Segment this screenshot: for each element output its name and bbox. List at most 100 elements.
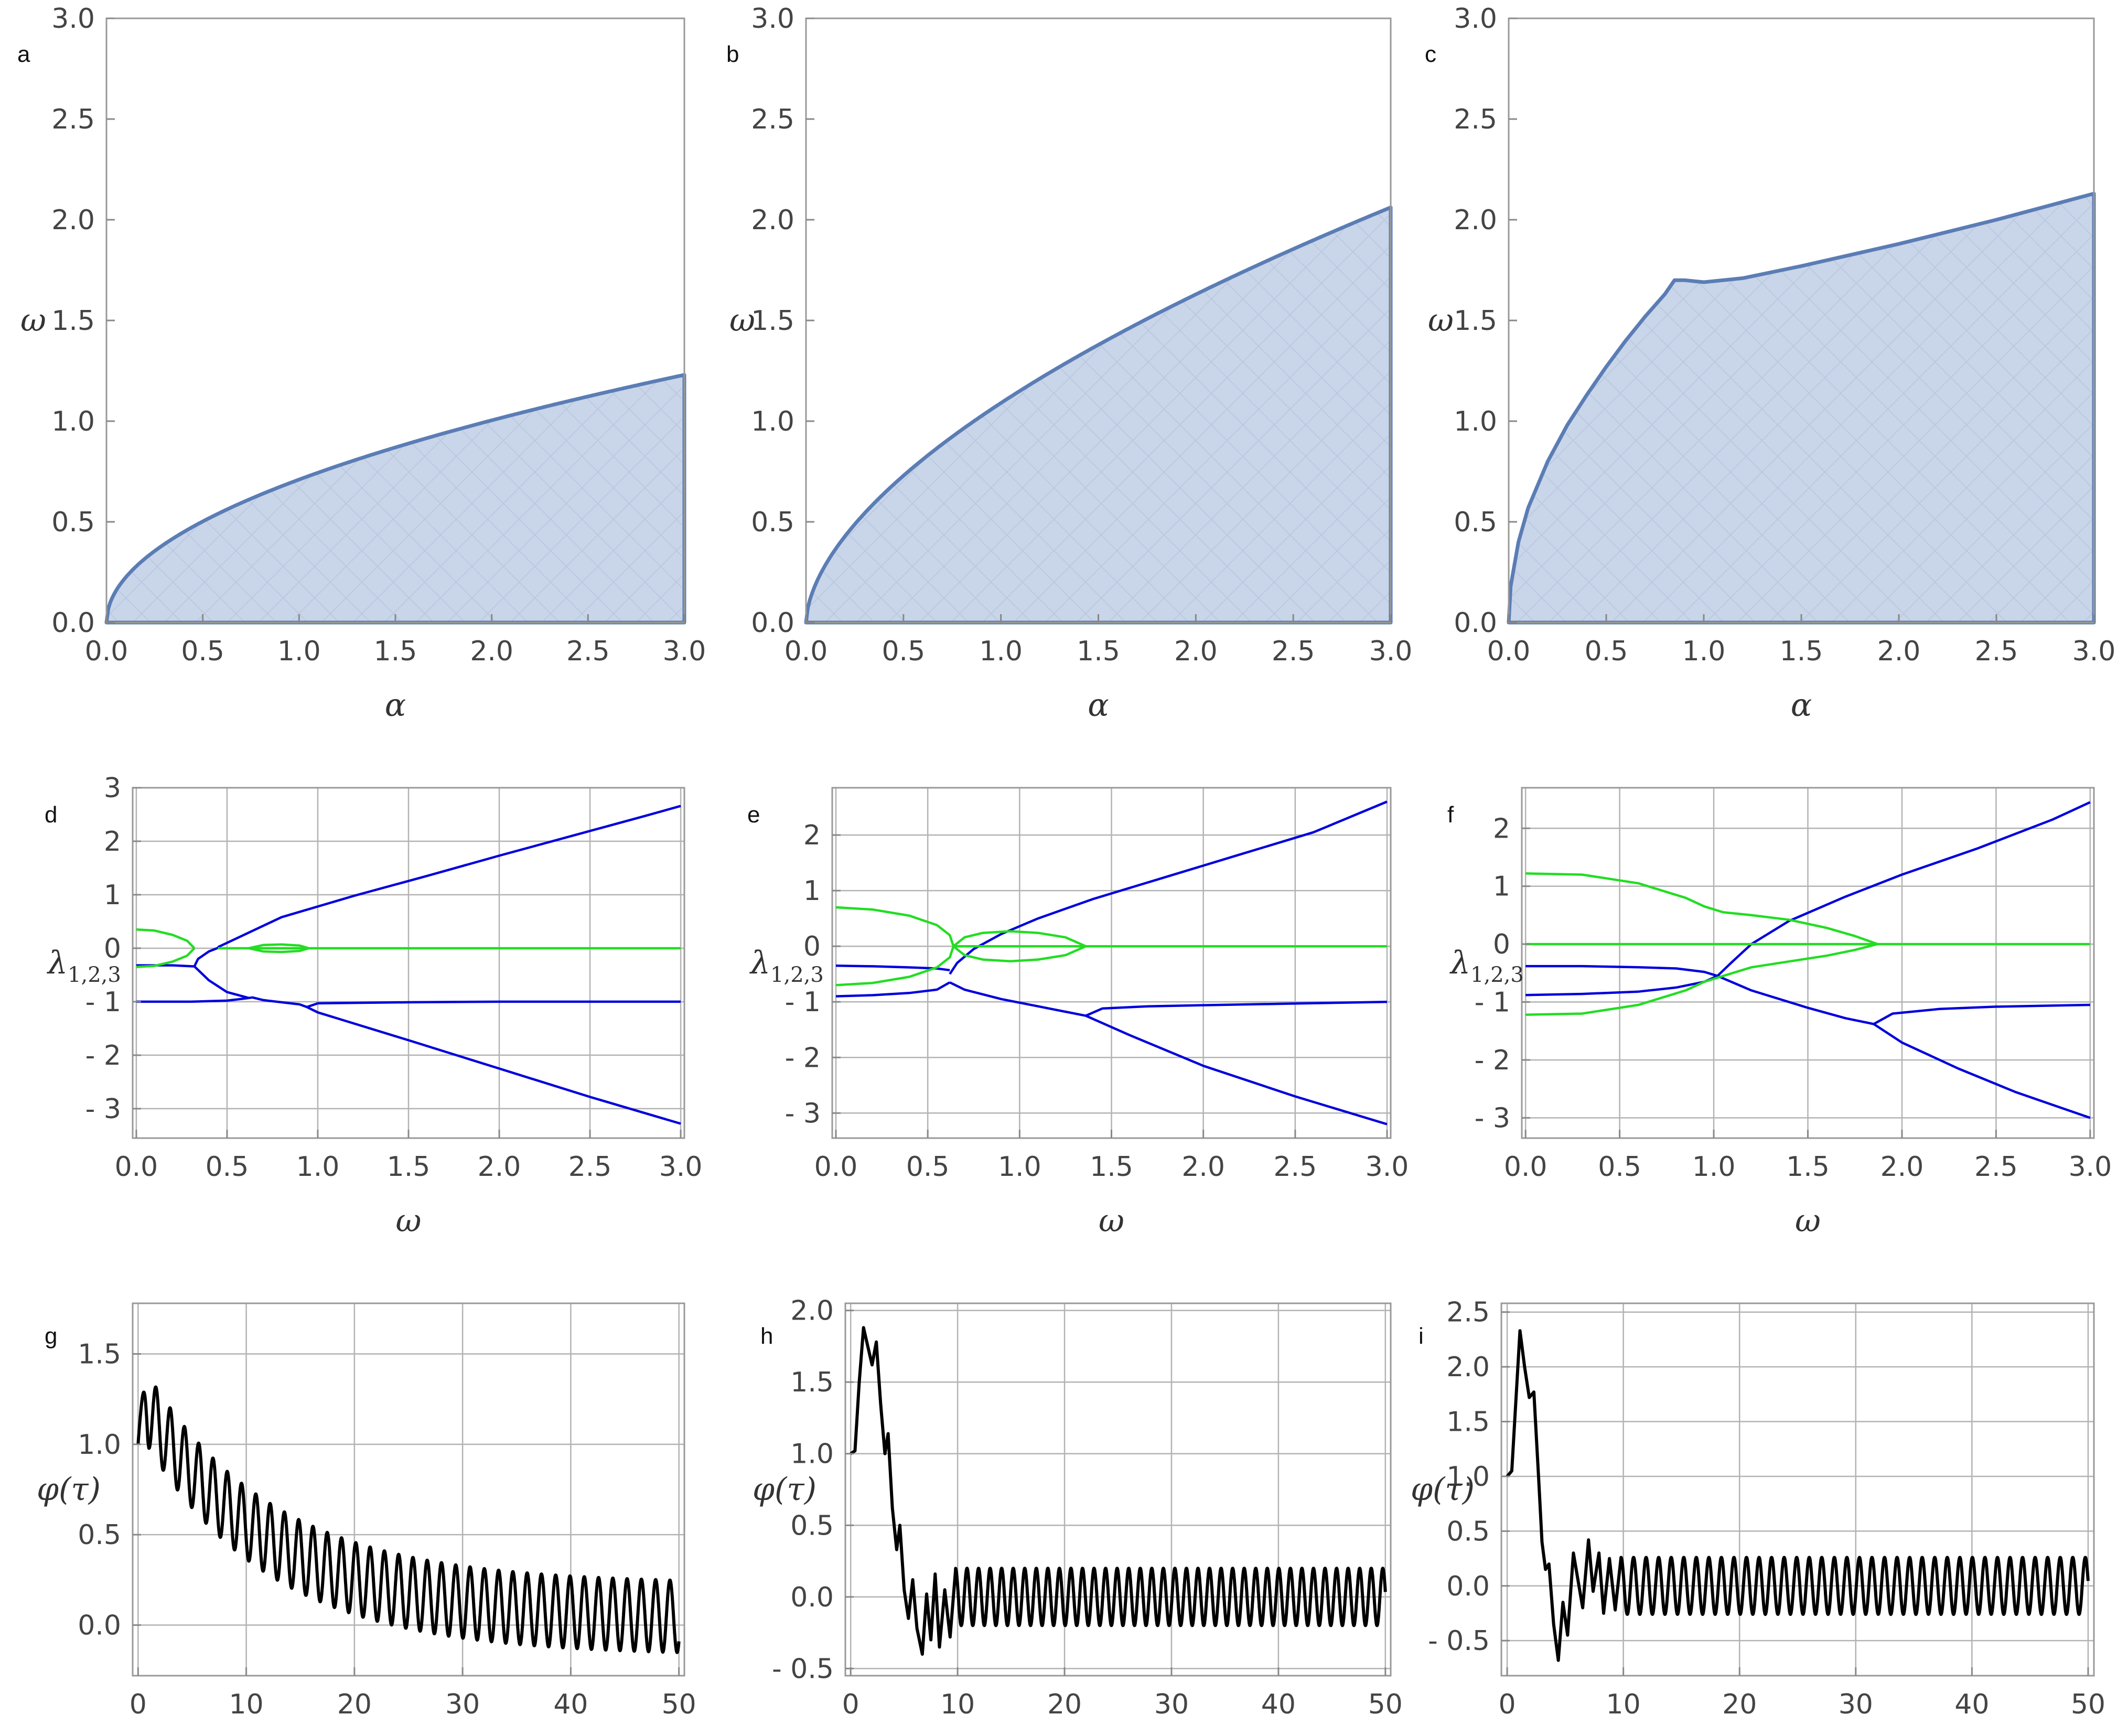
region-boundary	[804, 205, 1393, 625]
plot-frame	[844, 1302, 1392, 1677]
y-tick-label: 0.5	[751, 507, 794, 538]
x-tick-label: 2.0	[1181, 1151, 1225, 1183]
y-tick-label: 1	[104, 880, 121, 911]
gridlines	[133, 1303, 684, 1676]
gridlines	[133, 787, 684, 1138]
x-tick-label: 0.0	[1504, 1151, 1548, 1183]
x-tick-label: 1.0	[1682, 636, 1726, 667]
ticks: 0.0 0.5 1.0 1.5 2.0 2.5 3.0 0.0 0.5 1.0 1.5 2.0 2.5 3…	[751, 3, 1412, 667]
x-tick-label: 30	[1839, 1689, 1873, 1720]
x-axis-label: α	[1791, 687, 1812, 724]
x-tick-label: 3.0	[1369, 636, 1413, 667]
y-tick-label: 1.0	[51, 406, 95, 437]
x-tick-label: 2.0	[1174, 636, 1218, 667]
x-tick-label: 0.0	[1487, 636, 1531, 667]
series-line	[1525, 965, 1718, 977]
y-tick-label: 3.0	[751, 3, 794, 35]
y-tick-label: 2.5	[751, 104, 794, 135]
y-tick-label: - 2	[785, 1042, 821, 1074]
x-tick-label: 0.0	[785, 636, 828, 667]
series-line	[1525, 942, 1878, 1016]
ticks: 0.0 0.5 1.0 1.5 2.0 2.5 3.0 0.0 0.5 1.0 1.5 2.0 2.5 3…	[1454, 3, 2115, 667]
region-mesh	[106, 374, 684, 623]
plot-area	[1525, 801, 2091, 1119]
x-tick-label: 0	[130, 1689, 147, 1720]
x-tick-label: 1.0	[1692, 1151, 1736, 1183]
panel-e: e 0.0 0.5 1.0 1.5 2.0 2.5 3.0 2 1 0 - 1 - 2 - 3 ω λ1,2,…	[747, 787, 1409, 1239]
ticks: 0.0 0.5 1.0 1.5 2.0 2.5 3.0 2 1 0 - 1 - 2 - 3	[1475, 813, 2112, 1183]
x-tick-label: 30	[1154, 1689, 1189, 1720]
panel-label: g	[45, 1323, 57, 1349]
y-axis-label-sub: 1,2,3	[1470, 963, 1524, 987]
plot-area	[136, 805, 681, 1125]
x-tick-label: 30	[445, 1689, 480, 1720]
x-tick-label: 2.5	[1273, 1151, 1317, 1183]
series-line	[1085, 1000, 1388, 1017]
x-tick-label: 0	[842, 1689, 859, 1720]
x-tick-label: 1.5	[387, 1151, 431, 1183]
region-mesh	[1509, 194, 2094, 623]
x-tick-label: 1.5	[1090, 1151, 1133, 1183]
y-axis-label: φ(τ)	[753, 1471, 816, 1508]
y-axis-label: φ(τ)	[1411, 1471, 1475, 1508]
y-tick-label: - 0.5	[772, 1653, 834, 1685]
y-axis-label-main: λ	[749, 945, 770, 981]
x-axis-label: ω	[1099, 1203, 1124, 1239]
y-tick-label: 2.0	[51, 205, 95, 236]
y-axis-label-sub: 1,2,3	[770, 963, 824, 987]
gridlines	[845, 1303, 1391, 1676]
y-tick-label: 2	[803, 820, 821, 851]
x-tick-label: 0.0	[85, 636, 128, 667]
y-tick-label: 0.0	[51, 607, 95, 639]
y-tick-label: 2.0	[1446, 1352, 1490, 1383]
y-tick-label: 1.0	[790, 1439, 834, 1470]
series-line	[835, 965, 950, 972]
panel-d: d 0.0 0.5 1.0 1.5 2.0 2.5 3.0 3 2 1 0 - 1 - 2 - 3 ω λ1,2…	[45, 773, 702, 1239]
x-tick-label: 2.0	[478, 1151, 521, 1183]
plot-area	[106, 374, 684, 623]
signal-line	[850, 1326, 1387, 1656]
x-tick-label: 0.0	[814, 1151, 858, 1183]
y-tick-label: 2.0	[1454, 205, 1497, 236]
x-tick-label: 0.5	[1585, 636, 1628, 667]
x-tick-label: 1.5	[1786, 1151, 1830, 1183]
series-line	[952, 930, 1087, 948]
x-tick-label: 2.5	[1975, 636, 2018, 667]
y-tick-label: 3.0	[51, 3, 95, 35]
series-line	[1525, 872, 1878, 946]
panel-a: a 0.0 0.5 1.0 1.5 2.0 2.5 3.0 0.0 0.5 1.0 1.5 2.0 2.5…	[17, 3, 706, 724]
y-tick-label: 1.0	[1446, 1461, 1490, 1493]
y-tick-label: 3	[104, 773, 121, 804]
y-tick-label: 2.5	[1446, 1297, 1490, 1328]
x-tick-label: 1.0	[296, 1151, 340, 1183]
y-axis-label-main: λ	[47, 945, 68, 981]
ticks: 0.0 0.5 1.0 1.5 2.0 2.5 3.0 0.0 0.5 1.0 1.5 2.0 2.5 3…	[51, 3, 706, 667]
x-tick-label: 2.0	[1877, 636, 1921, 667]
x-tick-label: 0.0	[115, 1151, 158, 1183]
x-tick-label: 0.5	[206, 1151, 249, 1183]
y-tick-label: 2.0	[790, 1295, 834, 1327]
y-tick-label: 1.0	[78, 1429, 121, 1461]
x-tick-label: 0.5	[181, 636, 224, 667]
x-axis-label: ω	[396, 1203, 422, 1239]
x-tick-label: 1.0	[998, 1151, 1041, 1183]
series-line	[1873, 1023, 2091, 1119]
y-tick-label: - 3	[85, 1094, 121, 1125]
gridlines	[832, 788, 1391, 1138]
ticks: 0 10 20 30 40 50 2.0 1.5 1.0 0.5 0.0 - 0.5	[772, 1295, 1403, 1720]
y-tick-label: - 1	[1475, 987, 1510, 1019]
y-tick-label: - 3	[1475, 1102, 1510, 1134]
series-line	[835, 906, 955, 947]
x-tick-label: 40	[1954, 1689, 1989, 1720]
x-tick-label: 0	[1499, 1689, 1516, 1720]
y-tick-label: 0.0	[751, 607, 794, 639]
y-tick-label: 1	[1493, 871, 1510, 903]
x-tick-label: 1.5	[1780, 636, 1823, 667]
x-tick-label: 0.5	[906, 1151, 950, 1183]
y-tick-label: 0	[803, 931, 821, 962]
y-tick-label: 1.5	[790, 1367, 834, 1398]
y-tick-label: 0	[1493, 929, 1510, 960]
panel-label: d	[45, 802, 57, 828]
